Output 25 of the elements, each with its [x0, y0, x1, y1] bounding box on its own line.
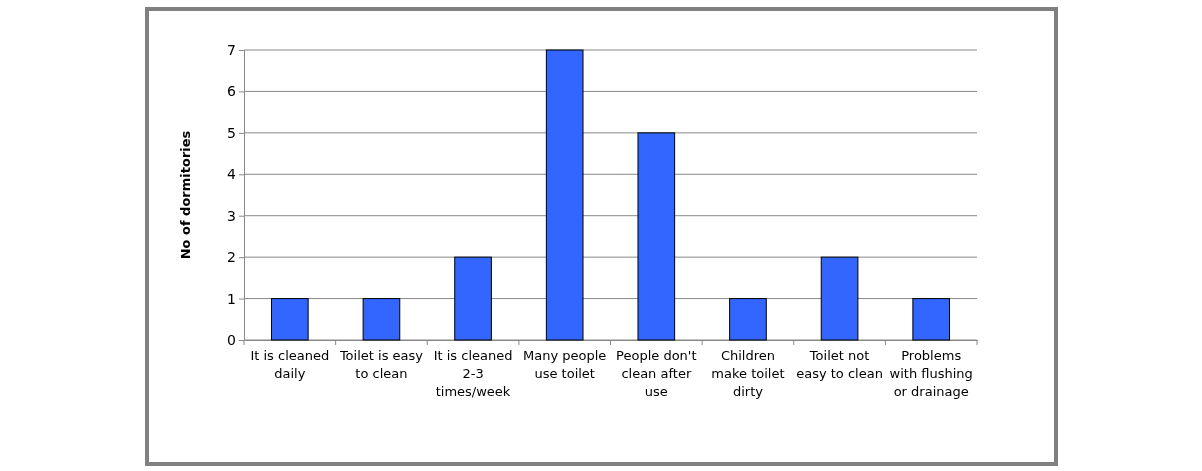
bar [362, 298, 401, 341]
y-tick-label: 6 [227, 83, 237, 100]
x-tick-label: It is cleaned daily [250, 348, 330, 382]
x-tick-label: Toilet is easy to clean [338, 348, 424, 382]
bar [637, 132, 676, 341]
x-tick-label: Problems with flushing or drainage [889, 348, 973, 400]
y-tick-label: 1 [227, 290, 236, 307]
y-tick-label: 2 [227, 249, 236, 266]
y-tick-label: 4 [227, 166, 237, 183]
bar [545, 49, 584, 341]
y-tick-label: 7 [227, 41, 236, 58]
x-tick-label: People don't clean after use [616, 348, 697, 400]
y-tick-label: 3 [227, 207, 236, 224]
x-tick-label: Toilet not easy to clean [796, 348, 883, 382]
y-axis-title: No of dormitories [178, 130, 193, 260]
x-tick-label: Children make toilet dirty [711, 348, 785, 400]
bar [729, 298, 767, 341]
y-tick-label: 5 [227, 124, 236, 141]
bar [270, 298, 309, 341]
bar [912, 298, 951, 341]
bar [820, 256, 859, 341]
bar [454, 256, 492, 341]
x-tick-label: It is cleaned 2-3 times/week [433, 348, 513, 400]
y-tick-label: 0 [227, 331, 236, 348]
x-tick-label: Many people use toilet [523, 348, 607, 382]
